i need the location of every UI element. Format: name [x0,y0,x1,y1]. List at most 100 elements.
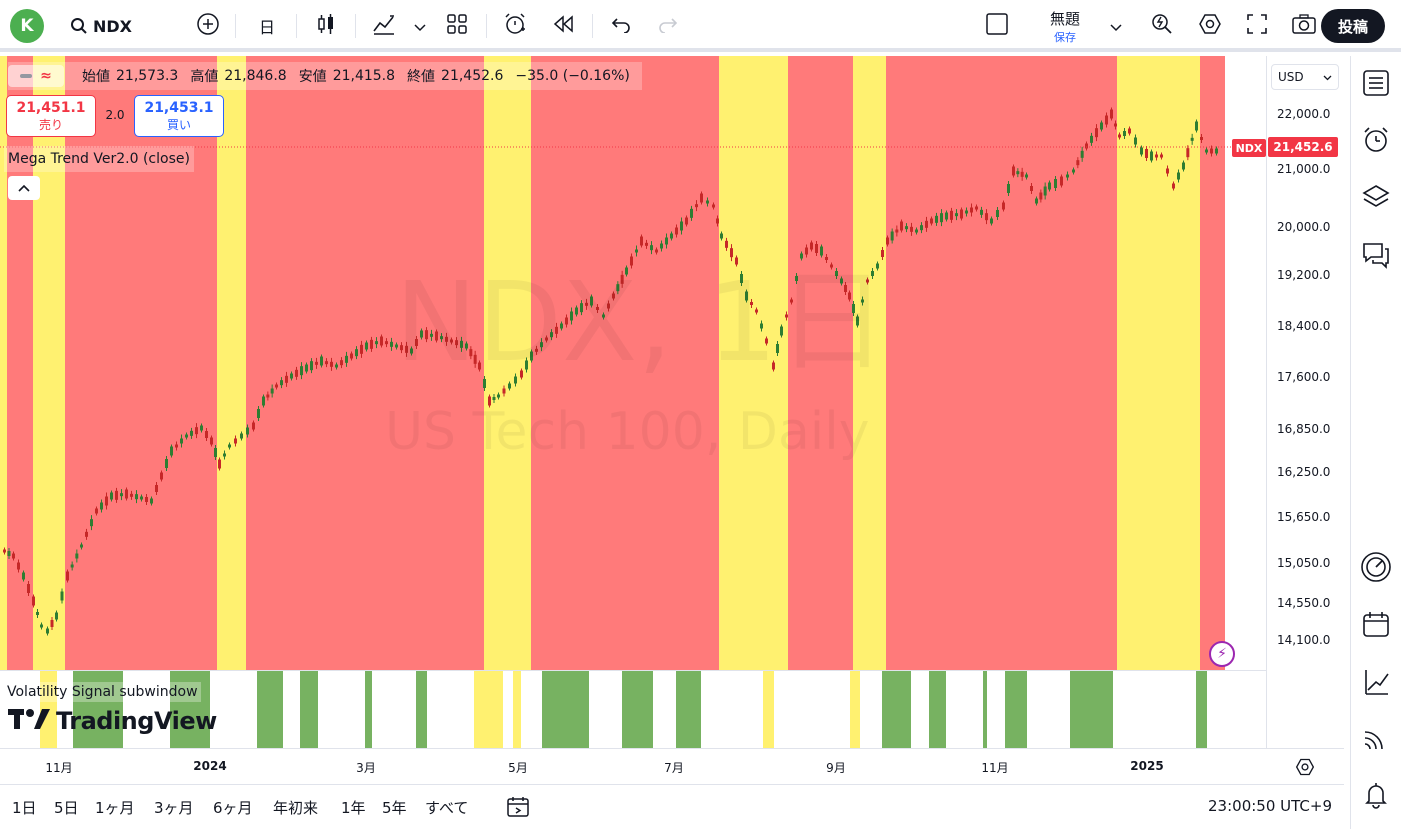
candle [7,548,11,559]
signal-bar [929,671,946,748]
fullscreen-button[interactable] [1241,8,1273,44]
candle [450,337,453,345]
symbol-price-tag: NDX [1232,139,1266,157]
alert-button[interactable] [499,8,531,44]
signal-bar [257,671,283,748]
subwindow-label[interactable]: Volatility Signal subwindow [4,682,201,702]
candle [120,489,123,501]
watchlist-button[interactable] [1359,68,1393,102]
interval-button[interactable]: 日 [258,18,275,37]
main-chart-pane[interactable] [0,56,1266,670]
calendar-button[interactable] [1359,609,1393,643]
screenshot-button[interactable] [1288,8,1320,44]
undo-icon [611,15,631,37]
undo-button[interactable] [605,8,637,44]
candle [1134,134,1137,148]
sell-button[interactable]: 21,451.1 売り [6,95,96,137]
square-icon [985,12,1009,40]
compare-symbol-button[interactable] [192,8,224,44]
candle [165,456,168,471]
range-button[interactable]: すべて [425,799,469,817]
candle [555,322,558,338]
chart-settings-button[interactable] [1293,757,1317,781]
candle [575,305,578,317]
lightning-icon[interactable]: ⚡ [1209,641,1235,667]
collapse-legend-button[interactable] [8,176,40,200]
candle [830,262,833,270]
candle [890,228,894,244]
candle [790,297,793,305]
candle [234,435,237,447]
currency-select[interactable]: USD [1271,64,1339,90]
settings-button[interactable] [1194,8,1226,44]
price-axis[interactable]: USD 22,000.0 21,000.0 20,000.0 19,200.0 18,4… [1266,56,1344,748]
range-button[interactable]: 1年 [341,799,366,817]
templates-button[interactable] [441,8,473,44]
candle [60,588,64,604]
replay-button[interactable] [547,8,579,44]
currency-label: USD [1278,70,1304,84]
layout-selector-button[interactable] [980,8,1014,44]
range-button[interactable]: 年初来 [273,799,319,817]
candle [1012,164,1015,178]
redo-button[interactable] [652,8,684,44]
alerts-button[interactable] [1359,125,1393,159]
chats-button[interactable] [1359,240,1393,274]
chart-type-button[interactable] [310,8,342,44]
quick-search-button[interactable] [1146,8,1178,44]
indicators-dropdown-button[interactable] [410,8,430,44]
chevron-down-icon [414,17,426,36]
range-button[interactable]: 6ヶ月 [213,799,253,817]
tradingview-logo[interactable]: TradingView [8,707,217,735]
symbol-search-button[interactable]: NDX [70,8,160,44]
candle [355,346,358,360]
range-button[interactable]: 3ヶ月 [154,799,194,817]
candle [612,291,615,301]
candle [1128,126,1131,136]
time-tick: 3月 [356,761,376,775]
range-button[interactable]: 1日 [12,799,37,817]
candle [320,354,323,368]
candle [1035,196,1038,206]
candle [886,235,889,247]
wave-icon: ≈ [40,68,52,84]
indicator-legend[interactable]: Mega Trend Ver2.0 (close) [4,146,194,172]
candle [1095,124,1098,142]
layout-name-button[interactable]: 無題 保存 [1040,8,1090,45]
candle [502,385,506,397]
candle [844,282,847,295]
candle [330,357,333,371]
publish-button[interactable]: 投稿 [1321,9,1385,43]
technicals-button[interactable] [1359,552,1393,586]
time-tick: 7月 [664,761,684,775]
toolbar-divider [296,14,297,38]
date-range-button[interactable] [506,795,530,823]
streams-button[interactable] [1359,723,1393,757]
range-button[interactable]: 1ヶ月 [95,799,135,817]
candle [430,329,433,341]
volatility-subwindow[interactable] [0,670,1266,748]
indicators-button[interactable] [368,8,400,44]
legend-chip[interactable]: ≈ [8,65,64,87]
timezone-clock[interactable]: 23:00:50 UTC+9 [1208,797,1332,815]
minus-icon [20,74,33,78]
candle [460,336,463,352]
layout-menu-button[interactable] [1105,8,1127,44]
user-avatar[interactable]: K [10,9,44,43]
candle [871,268,874,279]
time-axis[interactable]: 11月 2024 3月 5月 7月 9月 11月 2025 [0,748,1344,784]
signal-bar [1005,671,1027,748]
candle [861,296,864,306]
price-tick: 20,000.0 [1277,220,1331,234]
trading-panel-button[interactable] [1359,667,1393,701]
range-button[interactable]: 5年 [382,799,407,817]
range-button[interactable]: 5日 [54,799,79,817]
candle [1215,146,1218,156]
notifications-button[interactable] [1359,780,1393,814]
watermark-description: US Tech 100, Daily [385,402,870,462]
candle [1066,171,1069,181]
candle [975,204,978,212]
object-tree-button[interactable] [1359,182,1393,216]
candle [1190,133,1194,145]
buy-button[interactable]: 21,453.1 買い [134,95,224,137]
